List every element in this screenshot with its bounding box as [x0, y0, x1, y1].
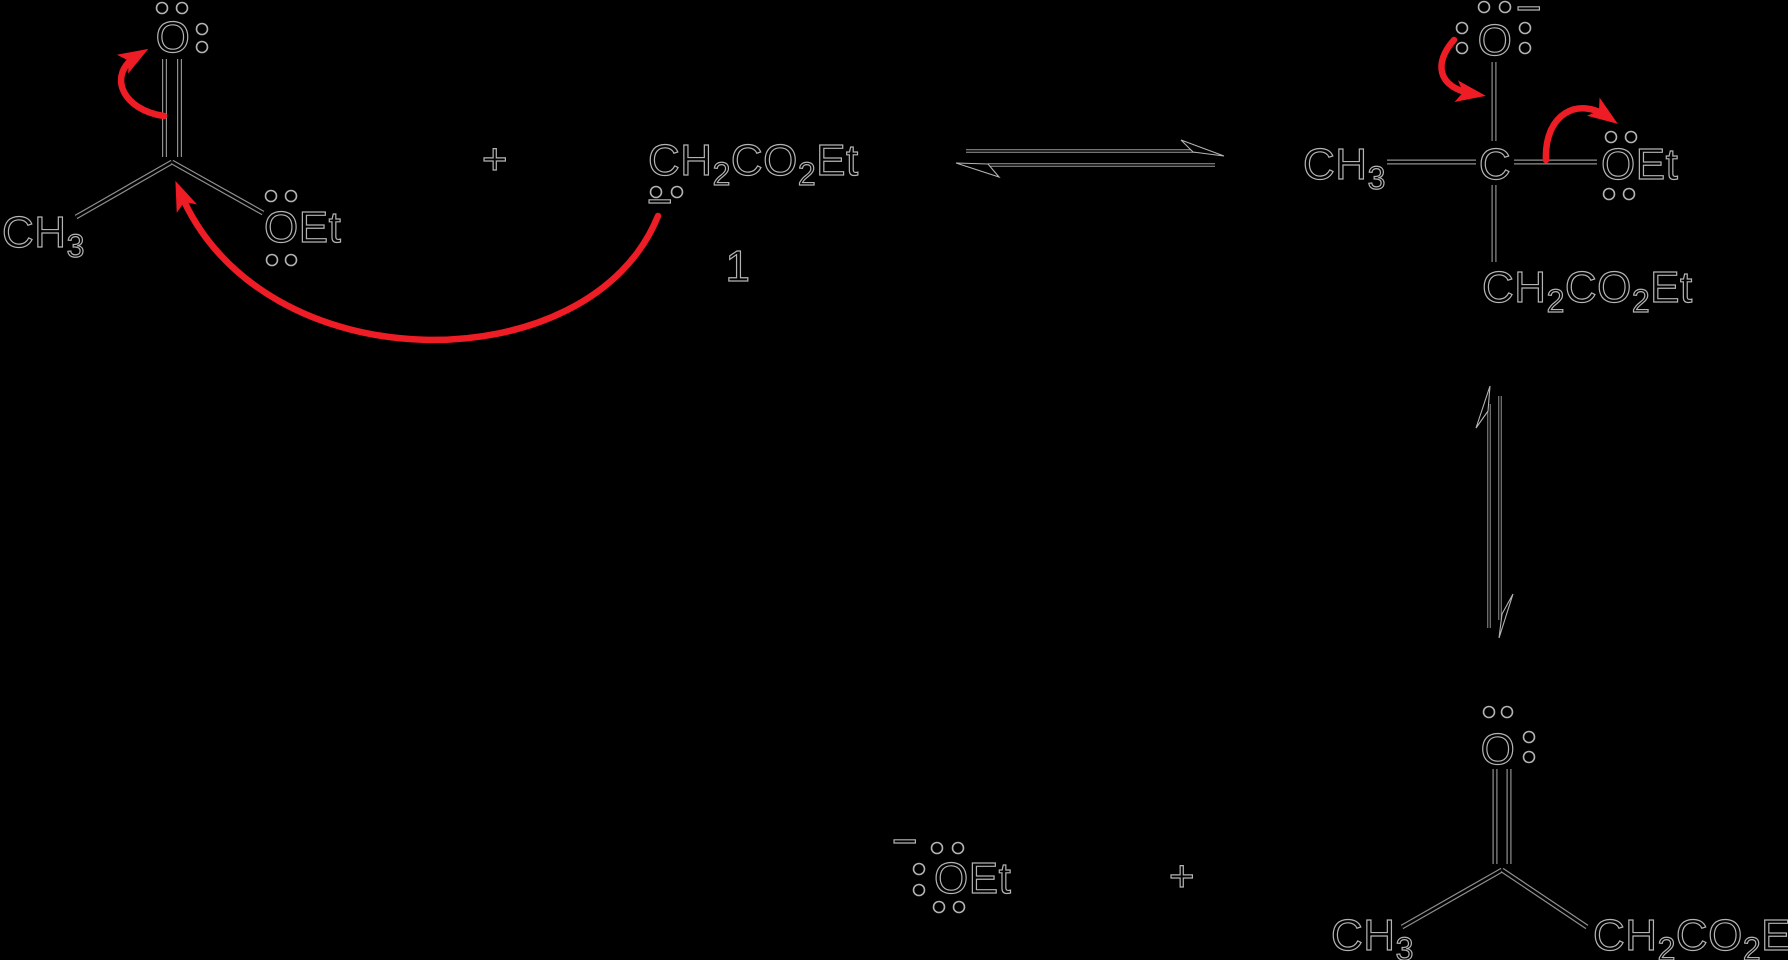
bond-c-chain	[1501, 868, 1588, 929]
methyl-label: CH3	[1331, 911, 1414, 960]
lone-pair-dot	[932, 900, 946, 914]
lone-pair-dot	[1624, 130, 1638, 144]
molecule-ethyl-acetoacetate: O CH3 CH2CO2Et	[1330, 705, 1788, 960]
lone-pair-dot	[1477, 0, 1491, 14]
negative-charge: −	[1516, 0, 1542, 33]
lone-pair-dot	[264, 189, 278, 203]
methyl-label: CH3	[1303, 140, 1386, 196]
bond-c-ch3	[1401, 868, 1503, 929]
chain-formula: CH2CO2Et	[1482, 263, 1693, 319]
lone-pair-dot	[195, 22, 209, 36]
lone-pair-dot	[912, 862, 926, 876]
molecule-tetrahedral-intermediate: O − C CH3 OEt CH2CO2Et	[1302, 0, 1693, 320]
lone-pair-dot	[1522, 750, 1536, 764]
ethoxy-label: OEt	[264, 203, 341, 252]
lone-pair-dot	[265, 253, 279, 267]
ethoxy-label: OEt	[1601, 140, 1678, 189]
equilibrium-arrow-up-barb	[1475, 385, 1491, 429]
negative-charge: −	[647, 177, 673, 226]
lone-pair-dot	[1498, 0, 1512, 14]
lone-pair-dot	[1518, 41, 1532, 55]
chain-formula: CH2CO2Et	[1593, 911, 1788, 960]
equilibrium-arrows-vertical	[1475, 385, 1514, 639]
carbonyl-oxygen-label: O	[1481, 725, 1516, 774]
alkoxide-oxygen-label: O	[1478, 16, 1513, 65]
curved-arrow-pi-bond-to-oxygen	[116, 48, 168, 120]
equilibrium-arrow-down-barb	[1498, 593, 1514, 639]
lone-pair-dot	[175, 1, 189, 15]
lone-pair-dot	[1500, 705, 1514, 719]
lone-pair-dot	[930, 841, 944, 855]
lone-pair-dot	[912, 883, 926, 897]
carbonyl-oxygen-label: O	[156, 13, 191, 62]
bond-c-oet	[171, 160, 264, 215]
molecule-ethoxide: − OEt	[891, 816, 1011, 914]
lone-pair-dot	[1622, 187, 1636, 201]
curved-arrow-alkoxide-to-bond	[1438, 36, 1486, 103]
lone-pair-dot	[1455, 41, 1469, 55]
lone-pair-dot	[649, 185, 663, 199]
central-carbon-label: C	[1479, 140, 1511, 189]
equilibrium-arrow-forward-barb	[1180, 139, 1225, 157]
lone-pair-dot	[1518, 21, 1532, 35]
lone-pair-dot	[670, 185, 684, 199]
lone-pair-dot	[1602, 187, 1616, 201]
lone-pair-dot	[952, 900, 966, 914]
methyl-label: CH3	[2, 208, 85, 264]
curved-arrow-carbanion-to-carbonyl	[175, 180, 662, 344]
molecule-enolate-1: CH2CO2Et − 1	[646, 135, 859, 291]
lone-pair-dot	[1455, 21, 1469, 35]
plus-sign-top: +	[482, 135, 508, 184]
compound-label-1: 1	[726, 242, 751, 291]
lone-pair-dot	[1604, 130, 1618, 144]
lone-pair-dot	[284, 253, 298, 267]
lone-pair-dot	[1522, 730, 1536, 744]
lone-pair-dot	[284, 189, 298, 203]
plus-sign-bottom: +	[1169, 852, 1195, 901]
ethoxide-label: OEt	[934, 854, 1011, 903]
molecule-ethyl-acetate: O CH3 OEt	[1, 1, 341, 267]
equilibrium-arrow-reverse-barb	[955, 162, 1001, 179]
equilibrium-arrows-horizontal	[955, 139, 1225, 179]
lone-pair-dot	[1482, 705, 1496, 719]
negative-charge: −	[892, 817, 918, 866]
bond-c-ch3	[75, 160, 173, 219]
lone-pair-dot	[155, 1, 169, 15]
curved-arrow-bond-to-ethoxide	[1542, 97, 1618, 164]
enolate-formula: CH2CO2Et	[648, 136, 859, 192]
lone-pair-dot	[951, 841, 965, 855]
lone-pair-dot	[195, 40, 209, 54]
